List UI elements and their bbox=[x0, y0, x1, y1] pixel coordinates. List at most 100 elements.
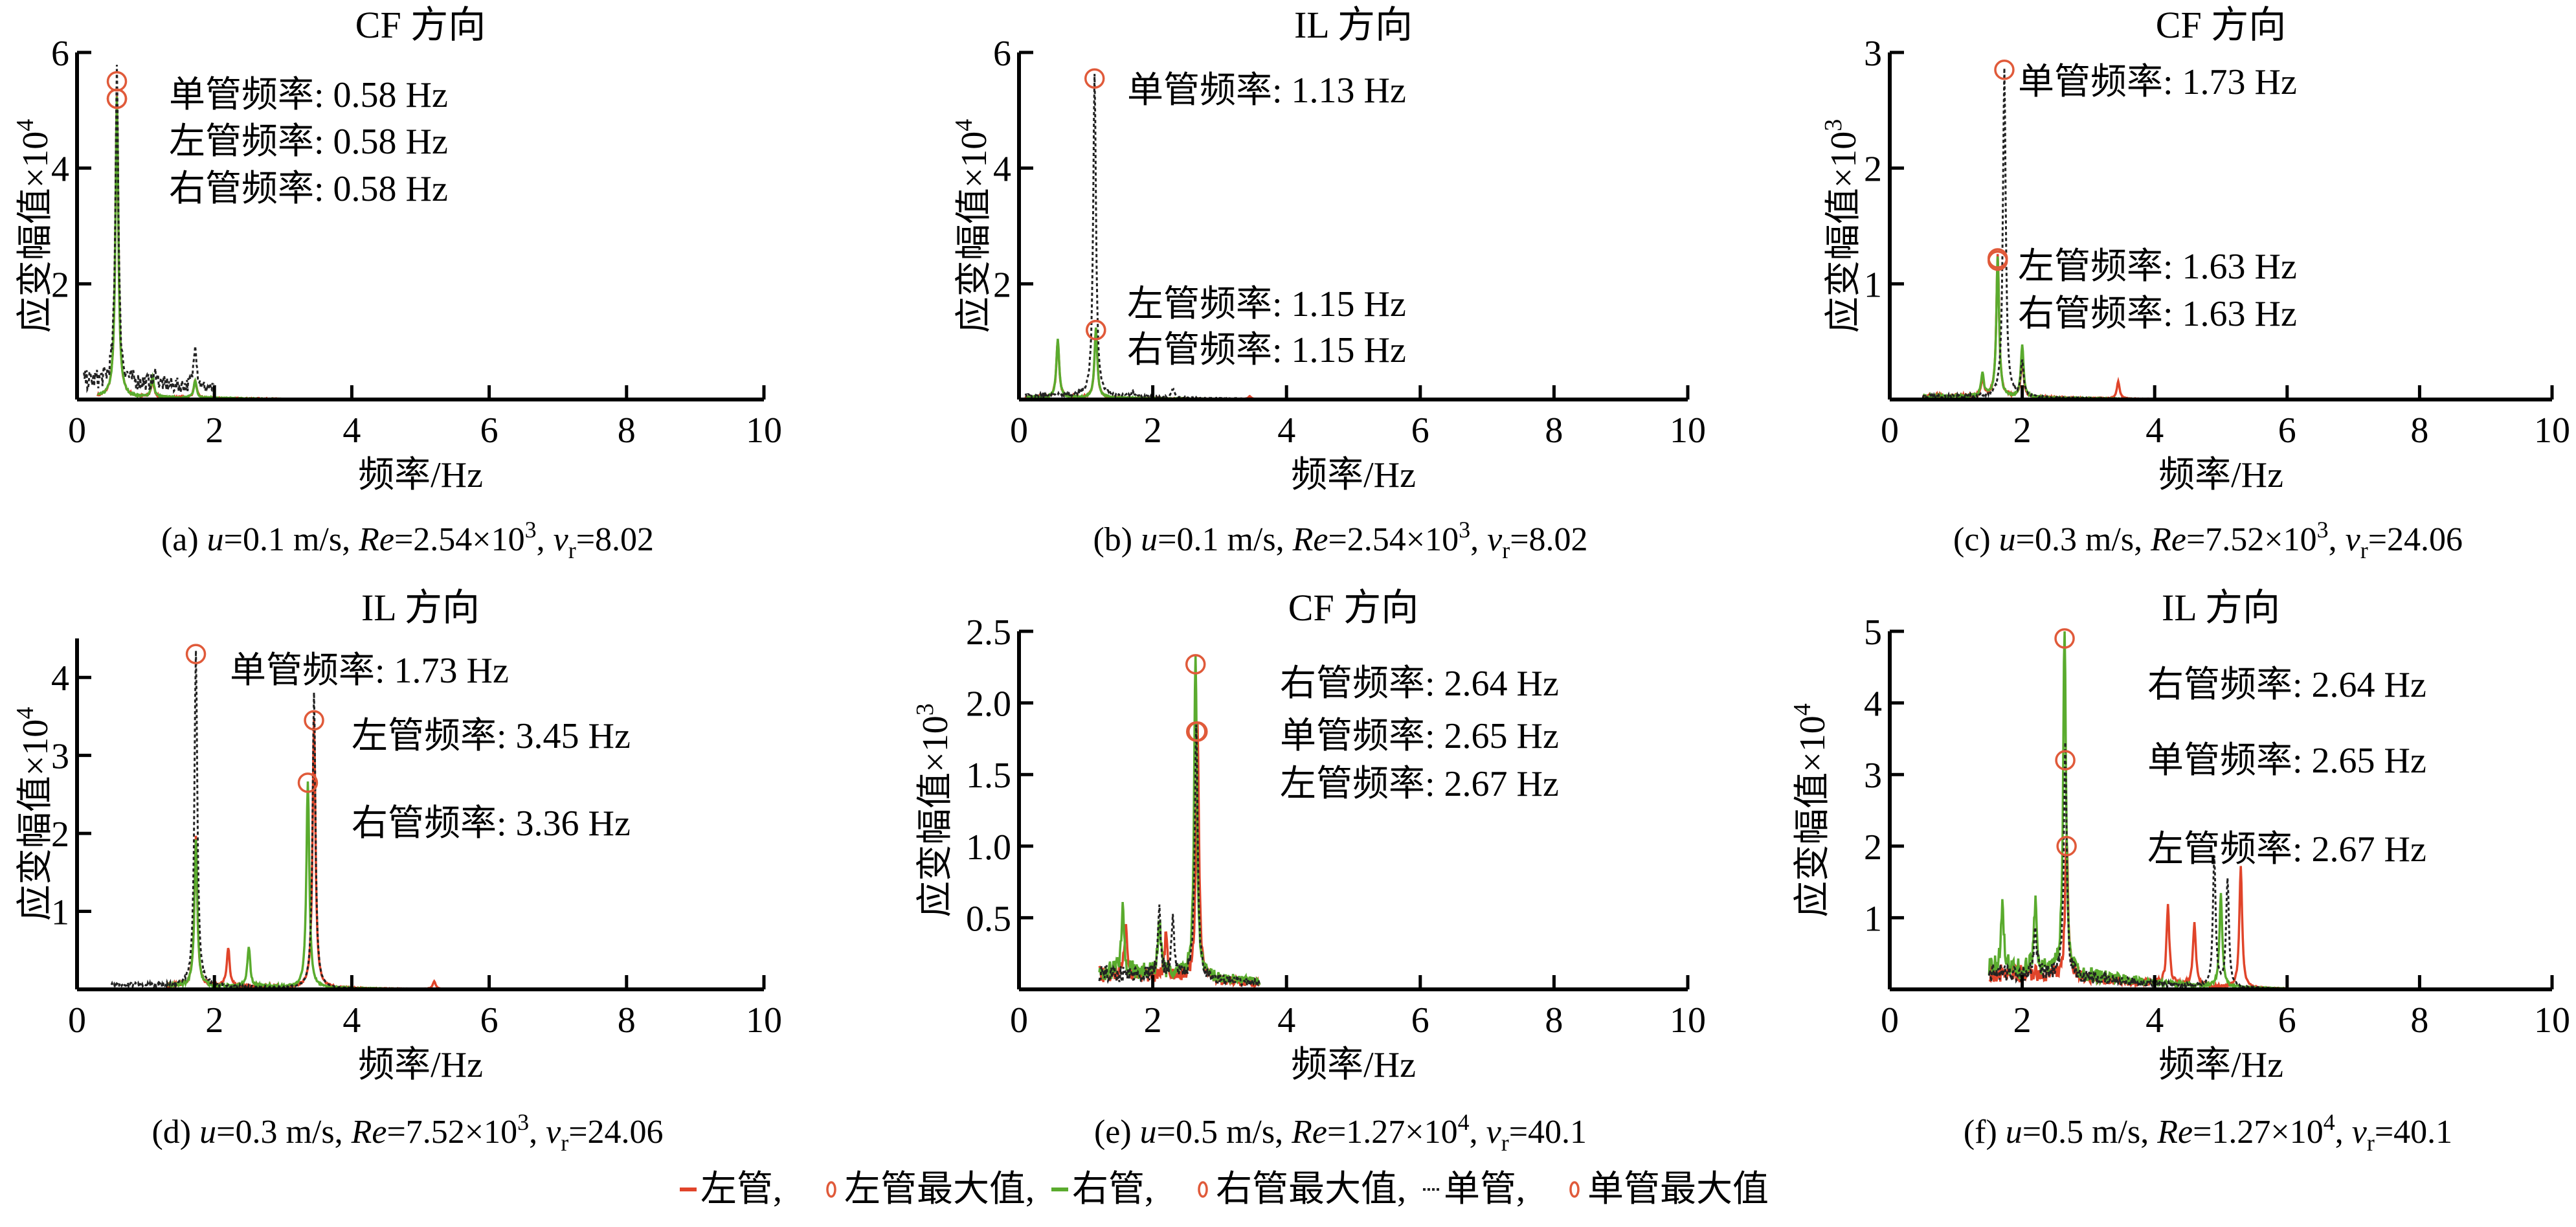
caption-re-value: =7.52×10 bbox=[386, 1114, 517, 1151]
y-tick-label: 1 bbox=[1864, 899, 1882, 939]
y-tick-label: 1.0 bbox=[966, 827, 1011, 868]
caption-re-symbol: Re bbox=[358, 521, 394, 558]
subplot-title: CF 方向 bbox=[355, 4, 486, 46]
x-tick-label: 8 bbox=[618, 1000, 636, 1041]
caption-u-symbol: u bbox=[207, 521, 224, 558]
caption-label: (e) bbox=[1094, 1114, 1140, 1151]
caption-sep: , bbox=[1470, 521, 1487, 558]
x-axis-label: 频率/Hz bbox=[1291, 1045, 1416, 1085]
y-axis-label: 应变幅值×103 bbox=[1820, 119, 1864, 333]
x-tick-label: 10 bbox=[1670, 411, 1706, 451]
x-tick-label: 6 bbox=[2278, 411, 2296, 451]
y-axis-label-exponent: 4 bbox=[12, 707, 39, 719]
max-marker-left bbox=[1187, 721, 1208, 742]
peak-annotation: 单管频率: 2.65 Hz bbox=[2147, 741, 2426, 781]
y-tick-label: 4 bbox=[1864, 684, 1882, 725]
x-tick-label: 8 bbox=[2410, 1000, 2428, 1041]
y-axis-label-text: 应变幅值×10 bbox=[915, 715, 956, 917]
x-tick-label: 10 bbox=[2534, 1000, 2570, 1041]
peak-annotation: 左管频率: 1.63 Hz bbox=[2018, 247, 2297, 287]
caption-vr-value: =8.02 bbox=[1510, 521, 1587, 558]
subplot-caption: (e) u=0.5 m/s, Re=1.27×104, vr=40.1 bbox=[1094, 1109, 1587, 1156]
legend-label: 右管最大值, bbox=[1216, 1169, 1406, 1210]
y-tick-label: 1 bbox=[1864, 265, 1882, 305]
peak-annotation: 左管频率: 2.67 Hz bbox=[1280, 764, 1559, 804]
y-axis-label-exponent: 4 bbox=[1789, 703, 1816, 715]
x-tick-label: 8 bbox=[2410, 411, 2428, 451]
peak-annotation: 右管频率: 2.64 Hz bbox=[2147, 665, 2426, 705]
subplot-caption: (f) u=0.5 m/s, Re=1.27×104, vr=40.1 bbox=[1964, 1109, 2452, 1156]
caption-vr-subscript: r bbox=[1502, 537, 1510, 563]
subplot-caption: (c) u=0.3 m/s, Re=7.52×103, vr=24.06 bbox=[1953, 517, 2463, 563]
caption-sep: , bbox=[1470, 1114, 1486, 1151]
y-axis-label: 应变幅值×104 bbox=[1789, 703, 1833, 917]
caption-vr-value: =24.06 bbox=[2368, 521, 2463, 558]
caption-re-symbol: Re bbox=[351, 1114, 387, 1151]
x-tick-label: 8 bbox=[1545, 411, 1563, 451]
x-tick-label: 0 bbox=[68, 1000, 86, 1041]
x-tick-label: 0 bbox=[1881, 1000, 1899, 1041]
y-axis-label-text: 应变幅值×10 bbox=[954, 131, 994, 333]
caption-sep: , bbox=[2329, 521, 2346, 558]
caption-u-value: =0.1 m/s, bbox=[1158, 521, 1292, 558]
caption-vr-value: =8.02 bbox=[576, 521, 654, 558]
y-axis-label-text: 应变幅值×10 bbox=[16, 131, 56, 333]
x-tick-label: 10 bbox=[746, 411, 782, 451]
caption-u-value: =0.3 m/s, bbox=[216, 1114, 351, 1151]
caption-re-exponent: 4 bbox=[1458, 1109, 1470, 1135]
y-tick-label: 2 bbox=[993, 265, 1011, 305]
x-tick-label: 10 bbox=[2534, 411, 2570, 451]
x-axis-label: 频率/Hz bbox=[2158, 455, 2283, 495]
x-tick-label: 6 bbox=[1411, 411, 1429, 451]
x-tick-label: 2 bbox=[205, 1000, 223, 1041]
caption-vr-value: =40.1 bbox=[1509, 1114, 1587, 1151]
max-marker-right bbox=[1086, 320, 1106, 341]
peak-annotation: 单管频率: 2.65 Hz bbox=[1280, 716, 1559, 756]
max-marker-right bbox=[1185, 654, 1206, 675]
peak-annotation: 左管频率: 0.58 Hz bbox=[169, 122, 448, 162]
peak-annotation: 右管频率: 1.15 Hz bbox=[1127, 330, 1406, 370]
x-tick-label: 10 bbox=[746, 1000, 782, 1041]
x-tick-label: 4 bbox=[342, 411, 361, 451]
peak-annotation: 单管频率: 0.58 Hz bbox=[169, 75, 448, 115]
series-single-line bbox=[1098, 725, 1261, 987]
x-tick-label: 6 bbox=[1411, 1000, 1429, 1041]
caption-u-symbol: u bbox=[1999, 521, 2016, 558]
caption-re-exponent: 3 bbox=[2317, 517, 2329, 543]
caption-vr-symbol: v bbox=[546, 1114, 561, 1151]
x-tick-label: 0 bbox=[1010, 1000, 1028, 1041]
caption-label: (a) bbox=[161, 521, 207, 558]
y-tick-label: 6 bbox=[51, 34, 69, 74]
peak-annotation: 单管频率: 1.73 Hz bbox=[230, 651, 509, 691]
y-axis-label-exponent: 3 bbox=[912, 703, 939, 715]
max-marker-left bbox=[2056, 836, 2077, 857]
y-tick-label: 2 bbox=[1864, 150, 1882, 190]
x-tick-label: 4 bbox=[1277, 411, 1295, 451]
max-marker-single bbox=[2055, 750, 2076, 771]
y-axis-label-exponent: 3 bbox=[1820, 119, 1847, 131]
peak-annotation: 左管频率: 3.45 Hz bbox=[352, 716, 631, 756]
subplot-caption: (b) u=0.1 m/s, Re=2.54×103, vr=8.02 bbox=[1093, 517, 1587, 563]
legend-label: 左管, bbox=[700, 1169, 782, 1210]
caption-vr-value: =40.1 bbox=[2375, 1114, 2452, 1151]
max-marker-right bbox=[106, 88, 128, 109]
caption-label: (f) bbox=[1964, 1114, 2006, 1151]
legend-label: 单管最大值 bbox=[1587, 1169, 1769, 1210]
legend-label: 右管, bbox=[1072, 1169, 1154, 1210]
y-tick-label: 3 bbox=[1864, 756, 1882, 796]
x-tick-label: 10 bbox=[1670, 1000, 1706, 1041]
y-axis-label-text: 应变幅值×10 bbox=[1793, 715, 1833, 917]
x-axis-label: 频率/Hz bbox=[358, 1045, 483, 1085]
x-tick-label: 0 bbox=[1010, 411, 1028, 451]
caption-sep: , bbox=[529, 1114, 546, 1151]
x-tick-label: 6 bbox=[480, 1000, 498, 1041]
y-tick-label: 2.0 bbox=[966, 684, 1011, 725]
series-single-line bbox=[110, 650, 489, 991]
y-axis-label-text: 应变幅值×10 bbox=[16, 719, 56, 921]
